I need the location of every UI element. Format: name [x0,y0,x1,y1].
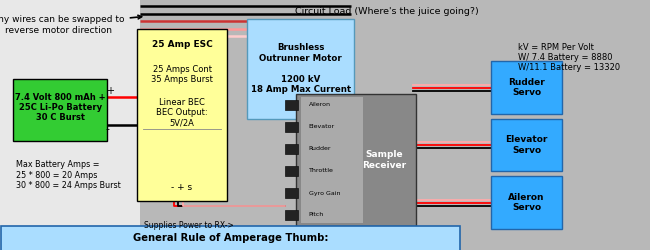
Text: Throttle: Throttle [309,168,333,173]
Text: Elevator
Servo: Elevator Servo [505,135,548,155]
FancyBboxPatch shape [13,79,107,141]
Text: - + s: - + s [172,184,192,192]
Text: 25 Amps Cont
35 Amps Burst: 25 Amps Cont 35 Amps Burst [151,65,213,84]
Bar [0,0,140,250]
Text: Sample
Receiver: Sample Receiver [362,150,406,170]
Text: 7.4 Volt 800 mAh +
25C Li-Po Battery
30 C Burst: 7.4 Volt 800 mAh + 25C Li-Po Battery 30 … [15,92,105,122]
Text: Pitch: Pitch [309,212,324,218]
Text: +: + [106,86,114,96]
FancyBboxPatch shape [301,97,363,223]
Text: Brushless
Outrunner Motor

1200 kV
18 Amp Max Current: Brushless Outrunner Motor 1200 kV 18 Amp… [250,44,351,94]
Text: Max Battery Amps =
25 * 800 = 20 Amps
30 * 800 = 24 Amps Burst: Max Battery Amps = 25 * 800 = 20 Amps 30… [16,160,121,190]
FancyBboxPatch shape [285,100,298,110]
FancyBboxPatch shape [285,188,298,198]
Text: Any wires can be swapped to
reverse motor direction: Any wires can be swapped to reverse moto… [0,15,142,35]
Text: Rudder
Servo: Rudder Servo [508,78,545,97]
FancyBboxPatch shape [247,19,354,119]
FancyBboxPatch shape [285,210,298,220]
FancyBboxPatch shape [285,166,298,176]
FancyBboxPatch shape [285,122,298,132]
FancyBboxPatch shape [285,144,298,154]
Text: Circuit Load (Where's the juice going?): Circuit Load (Where's the juice going?) [295,8,478,16]
FancyBboxPatch shape [1,226,460,250]
FancyBboxPatch shape [491,61,562,114]
Text: Gyro Gain: Gyro Gain [309,190,340,196]
Text: General Rule of Amperage Thumb:: General Rule of Amperage Thumb: [133,233,328,243]
Text: Aileron
Servo: Aileron Servo [508,193,545,212]
Text: -: - [106,124,110,134]
Text: Elevator: Elevator [309,124,335,130]
Text: 25 Amp ESC: 25 Amp ESC [151,40,213,49]
Text: Aileron: Aileron [309,102,331,108]
FancyBboxPatch shape [136,29,228,201]
Text: kV = RPM Per Volt
W/ 7.4 Battery = 8880
W/11.1 Battery = 13320: kV = RPM Per Volt W/ 7.4 Battery = 8880 … [517,42,620,72]
FancyBboxPatch shape [296,94,416,226]
FancyBboxPatch shape [491,176,562,229]
FancyBboxPatch shape [491,119,562,171]
Text: Linear BEC
BEC Output:
5V/2A: Linear BEC BEC Output: 5V/2A [156,98,208,127]
Text: Supplies Power to RX->: Supplies Power to RX-> [144,220,233,230]
Text: Rudder: Rudder [309,146,332,152]
